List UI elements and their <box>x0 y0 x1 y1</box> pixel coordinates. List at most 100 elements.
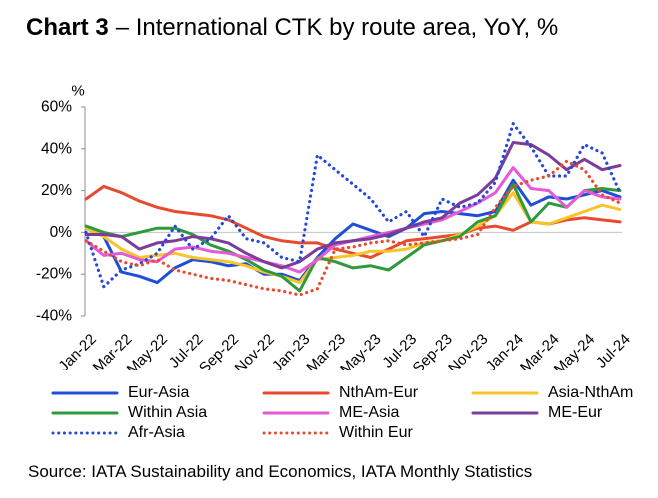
data-point <box>155 251 159 255</box>
data-point <box>244 256 248 260</box>
chart-number-label: Chart 3 <box>26 14 109 41</box>
data-point <box>209 276 213 280</box>
data-point <box>102 285 106 289</box>
data-point <box>280 256 284 260</box>
data-point <box>547 189 551 193</box>
data-point <box>422 241 426 245</box>
legend-label: Afr-Asia <box>128 424 185 441</box>
series-line-within-eur <box>84 159 622 297</box>
series-me-eur <box>84 141 622 270</box>
data-point <box>209 258 213 262</box>
data-point <box>333 241 337 245</box>
legend: Eur-Asia NthAm-Eur Asia-NthAm Within Asia ME… <box>50 383 648 443</box>
data-point <box>565 159 569 163</box>
legend-label: Asia-NthAm <box>548 384 634 401</box>
data-point <box>262 235 266 239</box>
data-point <box>137 258 141 262</box>
y-tick-label: 20% <box>41 182 72 199</box>
data-point <box>547 174 551 178</box>
data-point <box>529 187 533 191</box>
data-point <box>511 141 515 145</box>
data-point <box>333 247 337 251</box>
data-point <box>298 289 302 293</box>
data-point <box>315 153 319 157</box>
data-point <box>458 210 462 214</box>
data-point <box>387 268 391 272</box>
legend-swatch <box>471 411 539 415</box>
data-point <box>565 205 569 209</box>
data-point <box>102 184 106 188</box>
data-point <box>529 203 533 207</box>
legend-swatch <box>262 391 330 395</box>
data-point <box>493 191 497 195</box>
chart-title: Chart 3– International CTK by route area… <box>26 14 558 42</box>
data-point <box>244 283 248 287</box>
x-tick-label: Jul-24 <box>593 331 634 370</box>
data-point <box>600 187 604 191</box>
data-point <box>155 241 159 245</box>
data-point <box>102 233 106 237</box>
series-within-eur <box>84 159 622 297</box>
data-point <box>404 210 408 214</box>
data-point <box>120 251 124 255</box>
data-point <box>476 193 480 197</box>
data-point <box>262 268 266 272</box>
data-point <box>369 241 373 245</box>
data-point <box>155 281 159 285</box>
data-point <box>173 224 177 228</box>
data-point <box>404 247 408 251</box>
data-point <box>458 205 462 209</box>
data-point <box>600 168 604 172</box>
data-point <box>618 197 622 201</box>
data-point <box>387 233 391 237</box>
legend-label: ME-Eur <box>548 404 603 421</box>
data-point <box>440 239 444 243</box>
data-point <box>511 122 515 126</box>
data-point <box>315 247 319 251</box>
legend-item-eur-asia: Eur-Asia <box>50 383 261 403</box>
axes: 60%40%20%0%-20%-40%%Jan-22Mar-22May-22Ju… <box>36 83 634 371</box>
legend-label: Within Eur <box>339 424 413 441</box>
data-point <box>387 249 391 253</box>
data-point <box>529 178 533 182</box>
data-point <box>120 260 124 264</box>
data-point <box>280 266 284 270</box>
data-point <box>209 249 213 253</box>
data-point <box>262 260 266 264</box>
data-point <box>565 216 569 220</box>
data-point <box>315 258 319 262</box>
data-point <box>191 212 195 216</box>
data-point <box>440 210 444 214</box>
data-point <box>422 235 426 239</box>
data-point <box>173 247 177 251</box>
data-point <box>369 237 373 241</box>
series-line-eur-asia <box>84 178 622 285</box>
data-point <box>173 239 177 243</box>
data-point <box>582 143 586 147</box>
data-point <box>618 164 622 168</box>
data-point <box>493 214 497 218</box>
data-point <box>618 201 622 205</box>
series-asia-ntham <box>84 191 622 285</box>
data-point <box>369 197 373 201</box>
data-point <box>191 272 195 276</box>
data-point <box>137 274 141 278</box>
data-point <box>565 197 569 201</box>
legend-label: NthAm-Eur <box>339 384 419 401</box>
data-point <box>582 157 586 161</box>
series-line-me-eur <box>84 141 622 270</box>
legend-swatch <box>262 411 330 415</box>
series-afr-asia <box>84 122 622 289</box>
data-point <box>333 237 337 241</box>
series-eur-asia <box>84 178 622 285</box>
data-point <box>120 235 124 239</box>
data-point <box>582 168 586 172</box>
data-point <box>582 210 586 214</box>
data-point <box>244 237 248 241</box>
data-point <box>387 220 391 224</box>
data-point <box>493 224 497 228</box>
data-point <box>155 226 159 230</box>
data-point <box>84 239 88 243</box>
data-point <box>511 166 515 170</box>
data-point <box>102 249 106 253</box>
